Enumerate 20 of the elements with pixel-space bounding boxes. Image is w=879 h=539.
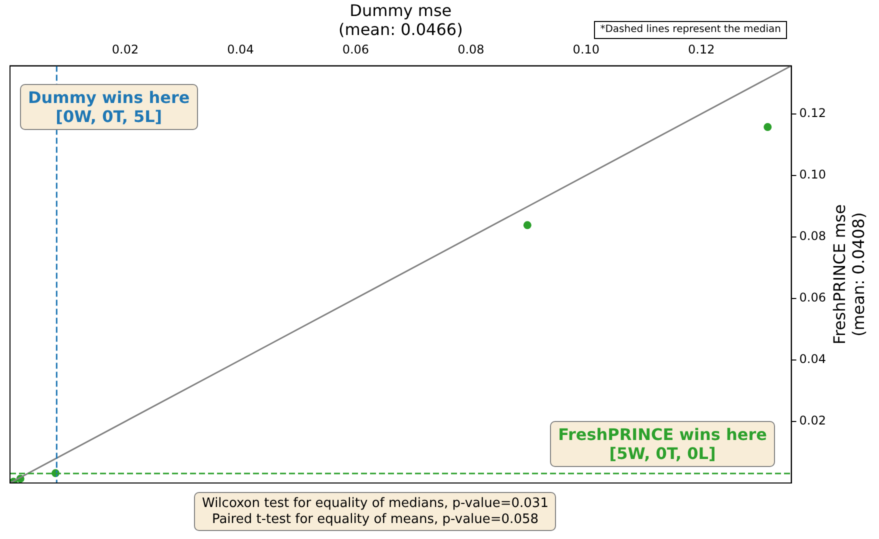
annotation: FreshPRINCE wins here [5W, 0T, 0L]: [550, 421, 775, 468]
x-tick-label: 0.10: [572, 42, 600, 57]
y-tick-label: 0.02: [799, 414, 826, 428]
y-tick-label: 0.04: [799, 352, 826, 366]
annotation: Dummy wins here [0W, 0T, 5L]: [20, 84, 198, 130]
x-tick-label: 0.06: [342, 42, 370, 57]
y-tick-label: 0.08: [799, 228, 826, 243]
y-tick-label: 0.10: [799, 167, 826, 182]
x-tick-label: 0.12: [688, 42, 715, 57]
x-tick-label: 0.02: [112, 42, 139, 57]
x-axis-title: Dummy mse (mean: 0.0466): [338, 0, 463, 39]
y-axis-title: FreshPRINCE mse (mean: 0.0408): [830, 204, 868, 344]
x-tick-label: 0.04: [227, 42, 254, 57]
point: [523, 221, 532, 230]
x-tick-label: 0.08: [458, 42, 484, 57]
y-tick-label: 0.12: [799, 106, 826, 120]
y-tick-label: 0.06: [799, 290, 826, 305]
point: [764, 123, 772, 132]
text: *Dashed lines represent the median: [594, 21, 787, 39]
text: Wilcoxon test for equality of medians, p-value=0.031 Paired t-test for equality of means, p-value=0.058: [194, 492, 556, 532]
